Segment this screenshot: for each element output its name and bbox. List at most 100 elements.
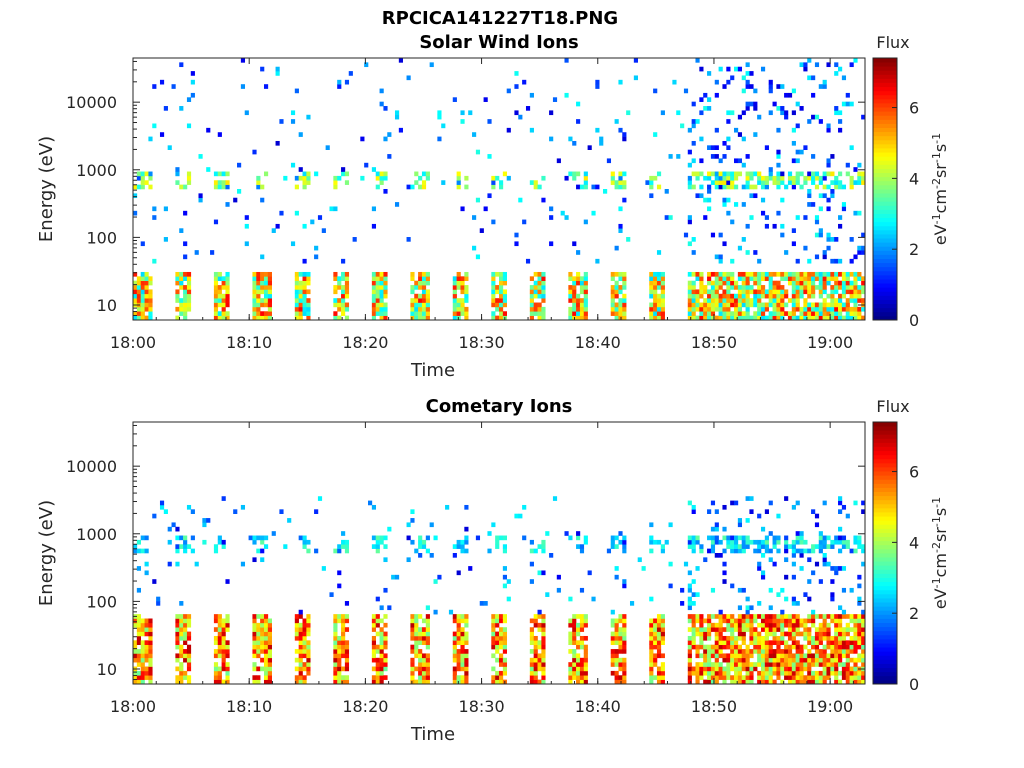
heatmap-cell (221, 649, 226, 654)
heatmap-cell (760, 640, 766, 645)
heatmap-cell (695, 670, 700, 676)
heatmap-cell (418, 679, 423, 685)
heatmap-cell (695, 171, 700, 177)
heatmap-cell (853, 675, 858, 680)
heatmap-cell (691, 627, 696, 632)
heatmap-cell (841, 184, 847, 190)
heatmap-cell (610, 302, 615, 308)
heatmap-cell (579, 544, 585, 549)
heatmap-cell (710, 614, 716, 619)
heatmap-cell (791, 298, 796, 303)
heatmap-cell (418, 553, 423, 558)
heatmap-cell (140, 180, 145, 185)
heatmap-cell (371, 622, 377, 628)
heatmap-cell (791, 622, 796, 628)
heatmap-cell (252, 271, 257, 277)
heatmap-cell (791, 544, 796, 549)
heatmap-cell (522, 219, 527, 225)
heatmap-cell (814, 171, 820, 177)
heatmap-cell (294, 175, 299, 181)
heatmap-cell (302, 223, 307, 229)
heatmap-cell (375, 544, 380, 549)
heatmap-cell (861, 175, 866, 181)
heatmap-cell (807, 175, 812, 181)
heatmap-cell (591, 596, 596, 602)
heatmap-cell (784, 548, 789, 554)
heatmap-cell (263, 635, 269, 641)
heatmap-cell (213, 306, 219, 312)
heatmap-cell (734, 539, 739, 545)
heatmap-cell (749, 315, 754, 321)
heatmap-cell (737, 66, 743, 72)
heatmap-cell (753, 88, 758, 94)
heatmap-cell (341, 631, 346, 637)
heatmap-cell (784, 675, 789, 680)
heatmap-cell (256, 631, 261, 637)
heatmap-cell (290, 119, 296, 124)
heatmap-cell (221, 298, 226, 303)
heatmap-cell (414, 653, 419, 659)
heatmap-cell (737, 614, 743, 619)
heatmap-cell (707, 306, 712, 312)
heatmap-cell (776, 653, 781, 659)
heatmap-cell (418, 306, 423, 312)
heatmap-cell (780, 587, 785, 593)
heatmap-cell (140, 627, 145, 632)
heatmap-cell (344, 679, 350, 685)
heatmap-cell (337, 79, 342, 85)
heatmap-cell (656, 675, 662, 680)
heatmap-cell (290, 162, 296, 168)
heatmap-cell (302, 622, 307, 628)
heatmap-cell (845, 101, 850, 107)
heatmap-cell (857, 631, 862, 637)
heatmap-cell (710, 666, 716, 672)
heatmap-cell (699, 640, 704, 645)
heatmap-cell (221, 280, 226, 286)
heatmap-cell (784, 557, 789, 563)
heatmap-cell (256, 298, 261, 303)
colorbar-segment (873, 512, 897, 517)
heatmap-cell (179, 653, 184, 659)
heatmap-cell (649, 175, 654, 181)
heatmap-cell (776, 649, 781, 654)
heatmap-cell (803, 271, 808, 277)
colorbar-segment (873, 589, 897, 595)
heatmap-cell (499, 675, 504, 680)
colorbar-segment (873, 229, 897, 235)
heatmap-cell (629, 601, 635, 606)
heatmap-cell (495, 657, 500, 663)
heatmap-cell (730, 302, 735, 308)
heatmap-cell (144, 653, 149, 659)
heatmap-cell (830, 311, 835, 316)
heatmap-cell (460, 640, 465, 645)
heatmap-cell (660, 544, 665, 549)
heatmap-cell (622, 293, 627, 299)
heatmap-cell (691, 237, 696, 242)
heatmap-cell (610, 635, 615, 641)
heatmap-cell (568, 649, 573, 654)
heatmap-cell (687, 184, 692, 190)
colorbar-segment (873, 262, 897, 268)
heatmap-cell (499, 298, 504, 303)
heatmap-cell (768, 285, 773, 290)
heatmap-cell (572, 670, 577, 676)
heatmap-cell (464, 622, 469, 628)
heatmap-cell (841, 640, 847, 645)
heatmap-cell (491, 293, 496, 299)
heatmap-cell (375, 271, 380, 277)
heatmap-cell (780, 106, 785, 111)
heatmap-cell (757, 539, 762, 545)
heatmap-cell (760, 184, 766, 190)
heatmap-cell (772, 662, 777, 667)
heatmap-cell (772, 306, 777, 312)
heatmap-cell (807, 189, 812, 194)
heatmap-cell (841, 504, 847, 510)
heatmap-cell (171, 522, 176, 528)
heatmap-cell (718, 644, 723, 650)
heatmap-cell (838, 644, 843, 650)
heatmap-cell (803, 315, 808, 321)
heatmap-cell (267, 640, 272, 645)
heatmap-cell (707, 618, 712, 624)
heatmap-cell (660, 635, 665, 641)
heatmap-cell (298, 311, 303, 316)
